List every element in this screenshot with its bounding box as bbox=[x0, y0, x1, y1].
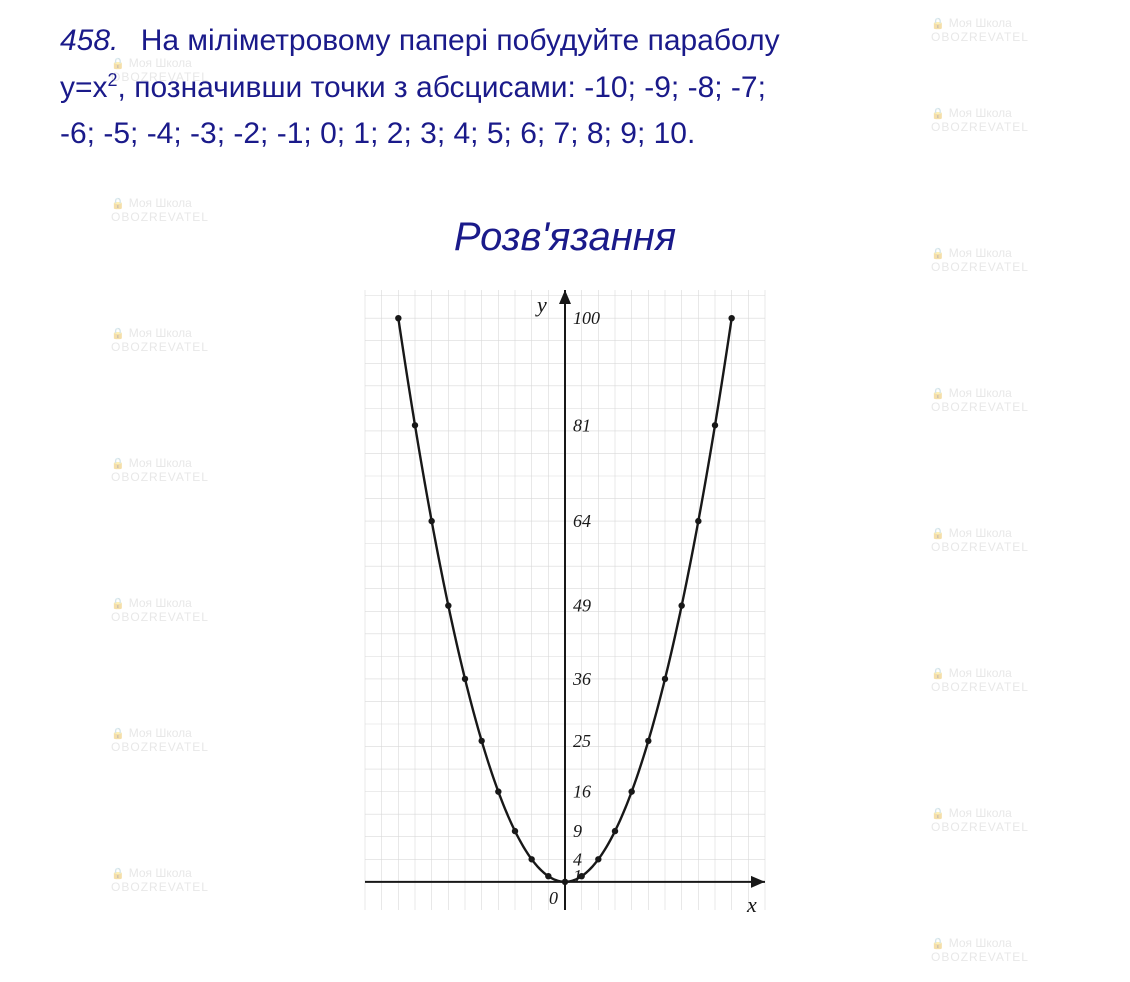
solution-heading: Розв'язання bbox=[0, 215, 1130, 260]
svg-text:4: 4 bbox=[573, 849, 582, 869]
svg-text:25: 25 bbox=[573, 731, 591, 751]
svg-text:100: 100 bbox=[573, 308, 600, 328]
watermark-line1: Моя Школа bbox=[129, 196, 192, 210]
svg-text:x: x bbox=[746, 892, 757, 917]
svg-text:36: 36 bbox=[572, 669, 591, 689]
svg-text:0: 0 bbox=[549, 888, 558, 908]
problem-line2b: , позначивши точки з абсцисами: -10; -9;… bbox=[118, 71, 766, 104]
svg-text:64: 64 bbox=[573, 511, 591, 531]
svg-text:49: 49 bbox=[573, 596, 591, 616]
problem-line3: -6; -5; -4; -3; -2; -1; 0; 1; 2; 3; 4; 5… bbox=[60, 117, 695, 150]
svg-text:16: 16 bbox=[573, 782, 591, 802]
lock-icon: 🔒 bbox=[111, 197, 125, 210]
svg-text:9: 9 bbox=[573, 821, 582, 841]
problem-statement: 458. На міліметровому папері побудуйте п… bbox=[60, 18, 1080, 158]
problem-line1: На міліметровому папері побудуйте парабо… bbox=[141, 24, 780, 57]
problem-line2a: y=x bbox=[60, 71, 108, 104]
svg-text:81: 81 bbox=[573, 415, 591, 435]
svg-text:y: y bbox=[535, 292, 547, 317]
parabola-chart: 149162536496481100yx0 bbox=[0, 270, 1130, 955]
problem-line2-sup: 2 bbox=[108, 70, 118, 90]
parabola-svg: 149162536496481100yx0 bbox=[305, 270, 825, 950]
problem-number: 458. bbox=[60, 24, 118, 57]
